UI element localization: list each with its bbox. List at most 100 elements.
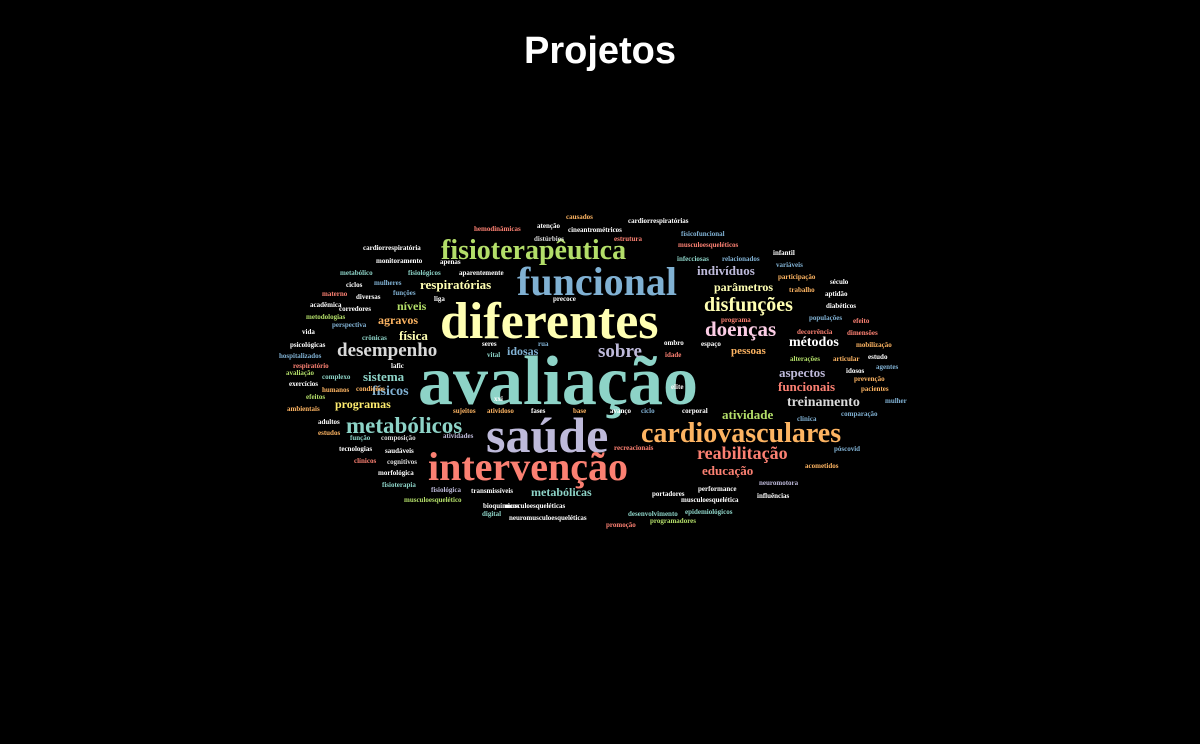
word-metodos: métodos: [789, 335, 839, 350]
word-agentes: agentes: [876, 363, 899, 371]
word-morfologica: morfológica: [378, 469, 414, 477]
word-atividade: atividade: [722, 407, 774, 422]
word-ciclo: ciclo: [641, 407, 655, 415]
word-complexo: complexo: [322, 373, 351, 381]
word-agravos: agravos: [378, 313, 418, 327]
word-base: base: [573, 407, 587, 415]
word-composicao: composição: [381, 434, 416, 442]
word-dimensoes: dimensões: [847, 329, 878, 337]
word-digital: digital: [482, 510, 502, 518]
word-espaco: espaço: [701, 340, 721, 348]
word-desenvolvimento: desenvolvimento: [628, 510, 678, 518]
word-cronicas: crônicas: [362, 334, 387, 342]
word-atividoso: atividoso: [487, 407, 514, 415]
word-relacionados: relacionados: [722, 255, 760, 263]
word-pacientes: pacientes: [861, 385, 889, 393]
word-neuromusculoesqueleticas: neuromusculoesqueléticas: [509, 514, 587, 522]
word-funcionais: funcionais: [778, 379, 836, 394]
word-adultos: adultos: [318, 418, 340, 426]
word-tecnologias: tecnologias: [339, 445, 373, 453]
word-promocao: promoção: [606, 521, 636, 529]
word-musculoesqueleticos: musculoesqueléticos: [678, 241, 739, 249]
word-funcional: funcional: [517, 259, 678, 304]
word-comparacao: comparação: [841, 410, 878, 418]
word-fisicos: físicos: [372, 384, 409, 399]
word-sujeitos: sujeitos: [453, 407, 476, 415]
word-participacao: participação: [778, 273, 816, 281]
word-avaliacao: avaliação: [418, 343, 698, 420]
word-reabilitacao: reabilitação: [697, 443, 788, 463]
word-humanos: humanos: [322, 386, 350, 394]
word-corredores: corredores: [339, 305, 372, 313]
word-materno: materno: [322, 290, 348, 298]
word-mulher: mulher: [885, 397, 907, 405]
word-rua: rua: [538, 340, 549, 348]
word-cardiorrespiratoria: cardiorrespiratória: [363, 244, 421, 252]
word-efeitos: efeitos: [306, 393, 326, 401]
word-infecciosas: infecciosas: [677, 255, 709, 263]
word-saude: saúde: [486, 407, 609, 463]
word-estudos: estudos: [318, 429, 341, 437]
word-aptidao: aptidão: [825, 290, 848, 298]
word-monitoramento: monitoramento: [376, 257, 423, 265]
word-fisioterapeutica: fisioterapêutica: [441, 235, 627, 266]
word-sobre: sobre: [598, 341, 642, 362]
word-clinicos: clínicos: [354, 457, 377, 465]
word-decorrencia: decorrência: [797, 328, 833, 336]
word-seculo: século: [830, 278, 849, 286]
word-estrutura: estrutura: [614, 235, 642, 243]
word-fisioterapia: fisioterapia: [382, 481, 416, 489]
word-metabolico: metabólico: [340, 269, 373, 277]
word-efeito: efeito: [853, 317, 870, 325]
word-musculoesqueletico: musculoesquelético: [404, 496, 462, 504]
word-infantil: infantil: [773, 249, 795, 257]
word-vida: vida: [302, 328, 315, 336]
word-prevencao: prevenção: [854, 375, 885, 383]
word-musculoesqueletica: musculoesquelética: [681, 496, 739, 504]
word-intervencao: intervenção: [428, 444, 628, 489]
word-transmissiveis: transmissíveis: [471, 487, 513, 495]
word-fisicofuncional: físicofuncional: [681, 230, 725, 238]
word-liga: liga: [434, 295, 445, 303]
word-xxi: xxi: [494, 395, 503, 403]
word-variaveis: variáveis: [776, 261, 803, 269]
word-articular: articular: [833, 355, 860, 363]
word-precoce: precoce: [553, 295, 576, 303]
word-ciclos: ciclos: [346, 281, 363, 289]
word-vital: vital: [487, 351, 501, 359]
word-fases: fases: [531, 407, 546, 415]
word-funcoes: funções: [393, 289, 416, 297]
word-lafic: lafic: [391, 362, 404, 370]
word-aspectos: aspectos: [779, 365, 826, 380]
word-alteracoes: alterações: [790, 355, 820, 363]
word-diabeticos: diabéticos: [826, 302, 856, 310]
word-apenas: apenas: [440, 258, 461, 266]
word-cineantrometricos: cineantrométricos: [568, 226, 622, 234]
word-influencias: influências: [757, 492, 790, 500]
word-poscovid: póscovid: [834, 445, 861, 453]
word-hemodinamicas: hemodinâmicas: [474, 225, 521, 233]
word-metabolicas: metabólicas: [531, 485, 592, 499]
word-saudaveis: saudáveis: [385, 447, 414, 455]
word-musculoesqueleticas: musculoesqueléticas: [505, 502, 566, 510]
word-recreacionais: recreacionais: [614, 444, 654, 452]
word-psicologicas: psicológicas: [290, 341, 326, 349]
word-fisica: física: [399, 328, 428, 343]
word-idade: idade: [665, 351, 682, 359]
word-sistema: sistema: [363, 369, 405, 384]
word-ombro: ombro: [664, 339, 684, 347]
word-neuromotora: neuromotora: [759, 479, 799, 487]
word-acometidos: acometidos: [805, 462, 839, 470]
word-epidemiologicos: epidemiológicos: [685, 508, 733, 516]
word-estudo: estudo: [868, 353, 888, 361]
word-cognitivos: cognitivos: [387, 458, 417, 466]
word-metodologias: metodologias: [306, 313, 346, 321]
word-bioquimicos: bioquímicos: [483, 502, 520, 510]
word-programadores: programadores: [650, 517, 697, 525]
word-programa: programa: [721, 316, 751, 324]
word-programas: programas: [335, 397, 391, 411]
word-hospitalizados: hospitalizados: [279, 352, 322, 360]
word-respiratorio: respiratório: [293, 362, 329, 370]
word-treinamento: treinamento: [787, 395, 860, 410]
